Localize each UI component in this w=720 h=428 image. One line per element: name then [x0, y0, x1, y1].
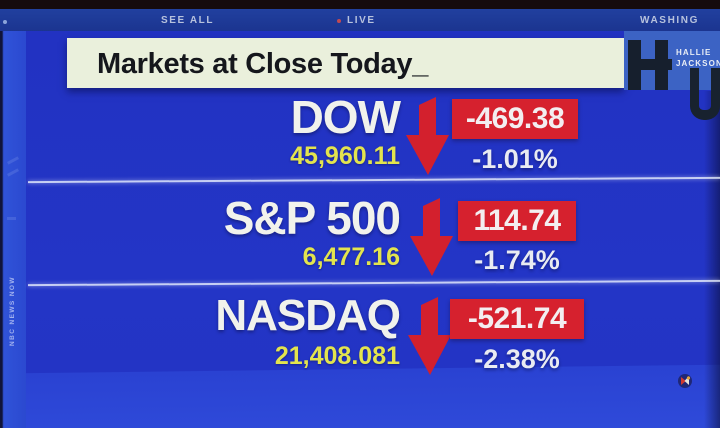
- row-divider: [28, 279, 720, 287]
- index-change-badge: -521.74: [450, 299, 584, 339]
- index-change-badge: 114.74: [458, 201, 576, 241]
- market-board-panel: NBC NEWS NOW Markets at Close Today_ HAL…: [0, 31, 720, 428]
- index-symbol: NASDAQ: [215, 291, 401, 340]
- index-last-value: 45,960.11: [290, 142, 400, 170]
- network-vertical-label: NBC NEWS NOW: [9, 276, 16, 346]
- show-branding-panel: HALLIE JACKSON: [624, 31, 720, 120]
- index-change-percent: -1.01%: [472, 144, 558, 174]
- strip-decoration: [7, 217, 16, 220]
- index-last-value: 21,408.081: [274, 342, 400, 370]
- index-last-value: 6,477.16: [302, 243, 400, 271]
- down-arrow-icon: [406, 97, 449, 175]
- down-arrow-icon: [410, 198, 453, 276]
- headline-plate: Markets at Close Today_: [67, 38, 624, 88]
- top-bar-left-dot-icon: [3, 20, 7, 24]
- show-logo-h-icon: [628, 59, 672, 70]
- stream-top-bar: SEE ALL LIVE WASHING: [0, 9, 720, 32]
- page-title: Markets at Close Today_: [97, 48, 429, 80]
- index-change-percent: -2.38%: [474, 344, 560, 374]
- index-symbol: S&P 500: [223, 192, 401, 244]
- network-side-strip: NBC NEWS NOW: [0, 31, 26, 428]
- show-host-name: HALLIE JACKSON: [676, 47, 720, 69]
- show-host-first: HALLIE: [676, 48, 712, 57]
- down-arrow-icon: [408, 297, 451, 375]
- strip-decoration: [6, 168, 20, 177]
- live-badge: LIVE: [347, 15, 376, 26]
- strip-decoration: [6, 156, 20, 165]
- index-change-value: -521.74: [467, 302, 567, 335]
- studio-backdrop: [0, 364, 720, 428]
- station-label: WASHING: [640, 15, 699, 26]
- index-change-percent: -1.74%: [474, 245, 560, 275]
- row-divider: [28, 176, 720, 184]
- index-change-badge: -469.38: [452, 99, 578, 139]
- nbc-peacock-logo-icon: [678, 374, 692, 388]
- index-change-value: -469.38: [465, 102, 565, 135]
- see-all-button[interactable]: SEE ALL: [161, 15, 215, 26]
- live-dot-icon: [337, 19, 341, 23]
- index-change-value: 114.74: [473, 204, 561, 237]
- show-logo-u-icon: [690, 68, 720, 120]
- show-host-last: JACKSON: [676, 59, 720, 68]
- index-symbol: DOW: [290, 91, 401, 143]
- screen-right-bezel: [704, 91, 720, 428]
